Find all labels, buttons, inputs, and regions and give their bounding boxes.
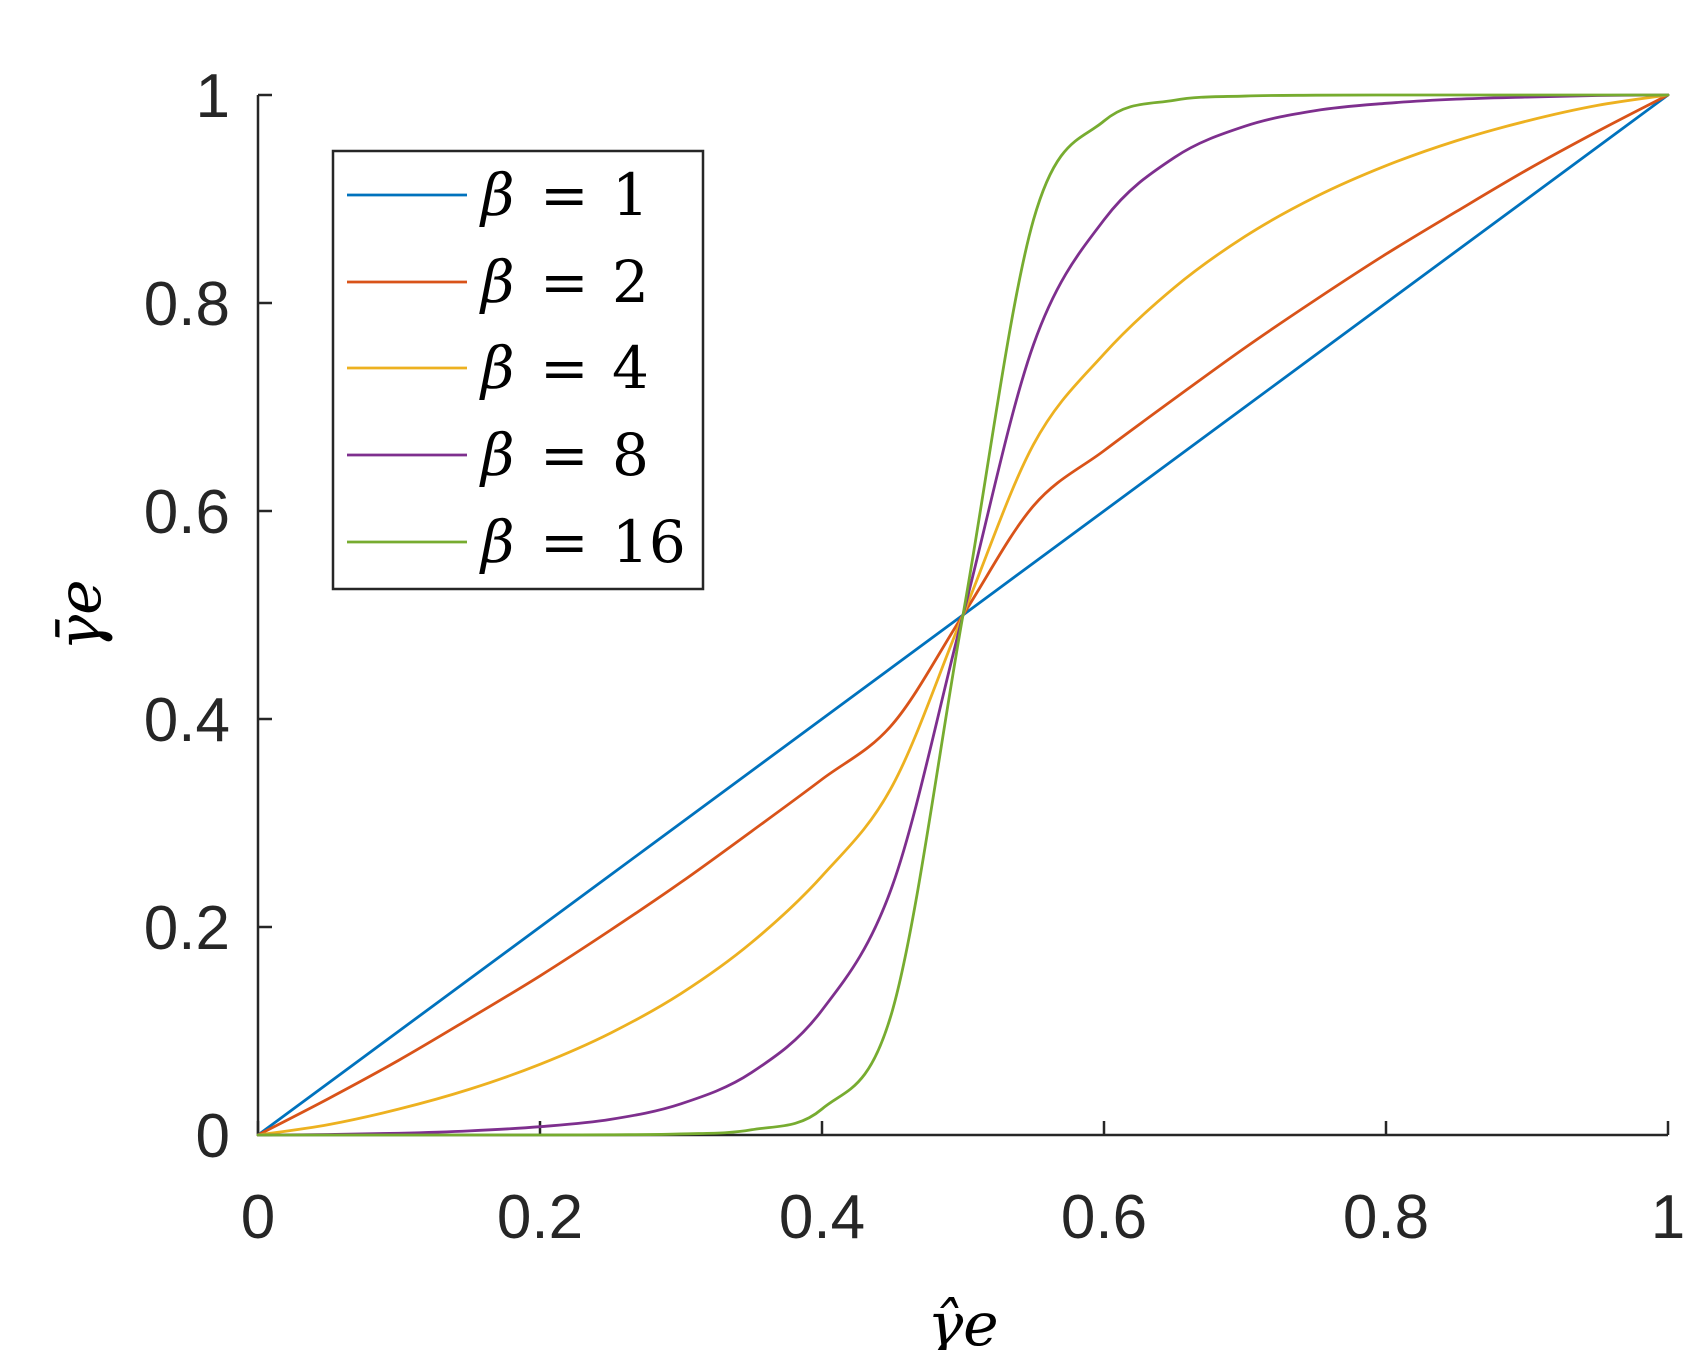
legend-beta-symbol: β xyxy=(479,248,515,316)
x-tick-label: 0.8 xyxy=(1343,1183,1429,1252)
legend-equals-sign: = xyxy=(540,421,589,489)
y-axis-label-text: γ̄e xyxy=(45,579,115,650)
legend-beta-value: 4 xyxy=(612,334,649,402)
x-tick-label: 0.4 xyxy=(779,1183,865,1252)
legend-entries: β = 1 β = 2 β = 4 β = 8 β = 16 xyxy=(347,161,686,576)
y-tick-label: 0.8 xyxy=(144,270,230,339)
legend-entry: β = 4 xyxy=(347,334,649,402)
legend-equals-sign: = xyxy=(540,334,589,402)
legend-entry: β = 2 xyxy=(347,248,649,316)
legend-beta-symbol: β xyxy=(479,508,515,576)
x-tick-label: 1 xyxy=(1651,1183,1685,1252)
x-tick-label: 0 xyxy=(241,1183,275,1252)
legend-equals-sign: = xyxy=(540,248,589,316)
legend-box xyxy=(331,149,705,591)
x-tick-label: 0.6 xyxy=(1061,1183,1147,1252)
legend-beta-symbol: β xyxy=(479,334,515,402)
series-line-5 xyxy=(256,93,1670,1137)
legend-beta-value: 1 xyxy=(612,161,649,229)
legend-equals-sign: = xyxy=(540,508,589,576)
x-axis-label-text: γ̂e xyxy=(927,1290,998,1350)
y-axis-label: γ̄e xyxy=(45,579,115,650)
legend: β = 1 β = 2 β = 4 β = 8 β = 16 xyxy=(331,149,705,591)
axis-ticks: 0 0.2 0.4 0.6 0.8 1 0 0.2 0.4 0.6 0.8 1 xyxy=(144,62,1685,1252)
y-tick-label: 1 xyxy=(196,62,230,131)
x-axis-label: γ̂e xyxy=(927,1290,998,1350)
legend-beta-value: 2 xyxy=(612,248,649,316)
y-tick-label: 0.4 xyxy=(144,686,230,755)
legend-beta-value: 16 xyxy=(612,508,686,576)
y-tick-label: 0.2 xyxy=(144,894,230,963)
legend-beta-symbol: β xyxy=(479,421,515,489)
legend-entry: β = 1 xyxy=(347,161,649,229)
series-lines xyxy=(256,93,1670,1137)
legend-beta-symbol: β xyxy=(479,161,515,229)
y-tick-label: 0.6 xyxy=(144,478,230,547)
legend-entry: β = 8 xyxy=(347,421,649,489)
legend-equals-sign: = xyxy=(540,161,589,229)
legend-beta-value: 8 xyxy=(612,421,649,489)
x-tick-label: 0.2 xyxy=(497,1183,583,1252)
legend-entry: β = 16 xyxy=(347,508,686,576)
y-tick-label: 0 xyxy=(196,1102,230,1171)
